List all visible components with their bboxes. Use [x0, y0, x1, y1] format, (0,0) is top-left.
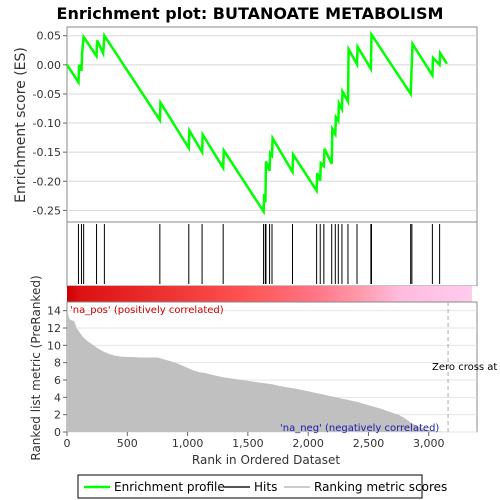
- rank-y-tick-label: 2: [54, 409, 61, 422]
- chart-title: Enrichment plot: BUTANOATE METABOLISM: [57, 4, 444, 23]
- rank-y-tick-label: 6: [54, 374, 61, 387]
- es-y-tick-label: 0.00: [37, 59, 62, 72]
- legend: Enrichment profile Hits Ranking metric s…: [77, 474, 447, 499]
- negative-correlation-label: 'na_neg' (negatively correlated): [280, 423, 439, 434]
- rank-y-tick-label: 14: [47, 305, 61, 318]
- es-y-tick-label: -0.20: [33, 175, 61, 188]
- positive-correlation-label: 'na_pos' (positively correlated): [70, 305, 224, 316]
- gradient-bar-tail: [472, 286, 477, 302]
- es-y-axis-label: Enrichment score (ES): [13, 47, 29, 203]
- rank-x-tick-label: 2,000: [292, 437, 324, 450]
- hit-markers: [77, 224, 441, 284]
- rank-x-ticks: 0 500 1,000 1,500 2,000 2,500 3,000: [64, 432, 445, 450]
- gradient-bar-fill: [67, 286, 472, 302]
- es-y-tick-label: -0.25: [33, 204, 61, 217]
- rank-x-axis-label: Rank in Ordered Dataset: [192, 453, 340, 467]
- legend-hits-label: Hits: [254, 480, 277, 494]
- rank-y-tick-label: 10: [47, 339, 61, 352]
- es-panel-frame: [66, 26, 478, 223]
- rank-x-tick-label: 3,000: [413, 437, 445, 450]
- rank-x-tick-label: 500: [117, 437, 138, 450]
- zero-cross-label: Zero cross at 3: [432, 362, 500, 373]
- rank-gradient-bar: [67, 286, 477, 302]
- rank-panel: 0 2 4 6 8 10 12 14 0 500 1,000 1,500 2,000 2,500 3,00…: [29, 275, 500, 467]
- rank-x-tick-label: 2,500: [353, 437, 385, 450]
- rank-y-axis-label: Ranked list metric (PreRanked): [29, 275, 43, 460]
- rank-x-tick-label: 0: [64, 437, 71, 450]
- es-y-tick-label: -0.05: [33, 88, 61, 101]
- es-y-tick-label: -0.15: [33, 146, 61, 159]
- legend-enrichment-label: Enrichment profile: [114, 480, 225, 494]
- es-panel: 0.05 0.00 -0.05 -0.10 -0.15 -0.20 -0.25 Enrich…: [13, 26, 478, 223]
- legend-ranking-label: Ranking metric scores: [314, 480, 447, 494]
- rank-y-tick-label: 8: [54, 357, 61, 370]
- es-y-tick-label: -0.10: [33, 117, 61, 130]
- ranking-metric-area: [67, 308, 447, 432]
- rank-x-tick-label: 1,500: [232, 437, 264, 450]
- rank-x-tick-label: 1,000: [172, 437, 204, 450]
- rank-y-tick-label: 12: [47, 322, 61, 335]
- rank-y-ticks: 0 2 4 6 8 10 12 14: [47, 305, 67, 439]
- rank-y-tick-label: 4: [54, 391, 61, 404]
- es-y-ticks: 0.05 0.00 -0.05 -0.10 -0.15 -0.20 -0.25: [33, 30, 67, 217]
- es-y-tick-label: 0.05: [37, 30, 62, 43]
- rank-y-tick-label: 0: [54, 426, 61, 439]
- hits-panel: [66, 221, 478, 287]
- enrichment-profile-line: [65, 30, 448, 216]
